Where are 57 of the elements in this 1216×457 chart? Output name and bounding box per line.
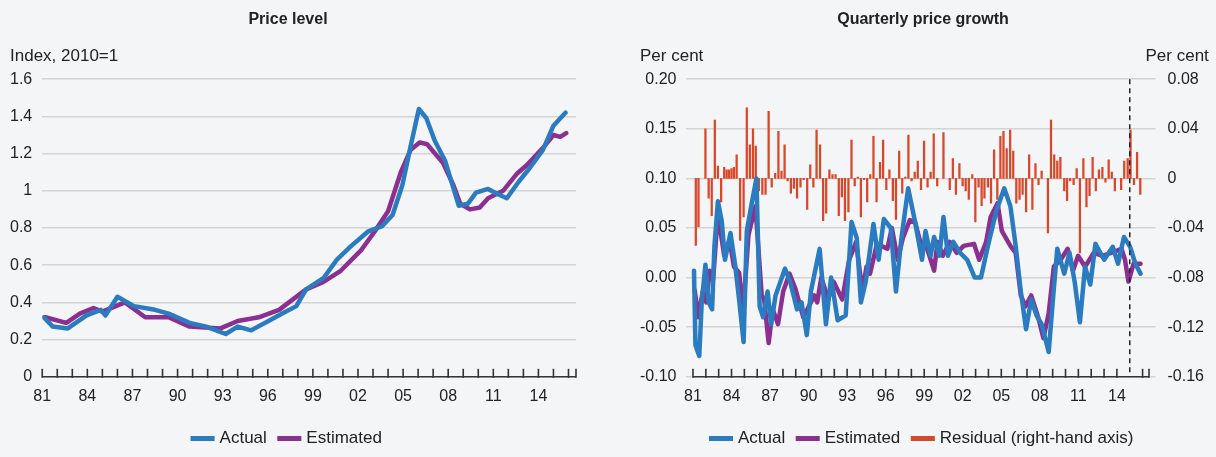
y-axis-title: Index, 2010=1 [10, 46, 119, 66]
legend-label: Estimated [824, 428, 901, 448]
y-tick-label: 1.2 [9, 144, 33, 162]
x-tick-label: 99 [303, 386, 322, 404]
x-tick-label: 11 [1070, 386, 1087, 404]
y-tick-label: 1 [23, 181, 33, 199]
y2-tick-label: -0.12 [1167, 317, 1205, 335]
chart-title: Quarterly price growth [837, 10, 1009, 28]
x-tick-label: 08 [439, 386, 458, 404]
y2-tick-label: 0.04 [1167, 119, 1199, 137]
x-tick-label: 14 [529, 386, 548, 404]
y2-tick-label: -0.08 [1167, 268, 1205, 286]
legend-label: Actual [219, 428, 267, 448]
x-tick-label: 90 [799, 386, 818, 404]
x-tick-label: 96 [258, 386, 277, 404]
y2-tick-label: 0 [1167, 168, 1177, 186]
y2-tick-label: 0.08 [1167, 69, 1199, 87]
y2-axis-title: Per cent [1145, 46, 1210, 66]
legend-label: Actual [737, 428, 786, 448]
x-tick-label: 96 [876, 386, 895, 404]
y-tick-label: -0.10 [640, 367, 677, 385]
x-tick-label: 93 [838, 386, 857, 404]
x-tick-label: 87 [123, 386, 142, 404]
y2-tick-label: -0.04 [1167, 218, 1205, 236]
x-tick-label: 93 [213, 386, 232, 404]
y-tick-label: 0.20 [645, 69, 677, 87]
y-tick-label: 0.05 [645, 218, 677, 236]
y2-tick-label: -0.16 [1167, 367, 1205, 385]
y-tick-label: 0.8 [9, 218, 33, 236]
x-tick-label: 84 [722, 386, 741, 404]
y-tick-label: 0 [23, 367, 33, 385]
x-tick-label: 99 [915, 386, 934, 404]
y-tick-label: 1.6 [9, 69, 33, 87]
x-tick-label: 81 [684, 386, 702, 404]
y-tick-label: 1.4 [9, 106, 33, 124]
y-tick-label: 0.10 [645, 168, 677, 186]
y-tick-label: 0.4 [9, 292, 33, 310]
x-tick-label: 14 [1108, 386, 1126, 404]
x-tick-label: 05 [992, 386, 1011, 404]
y-tick-label: 0.00 [645, 268, 677, 286]
x-tick-label: 08 [1030, 386, 1049, 404]
chart-title: Price level [248, 10, 328, 28]
x-tick-label: 84 [78, 386, 97, 404]
legend-label: Residual (right-hand axis) [939, 428, 1134, 448]
x-tick-label: 05 [394, 386, 413, 404]
y-tick-label: 0.6 [9, 255, 33, 273]
y-tick-label: -0.05 [640, 317, 677, 335]
x-tick-label: 81 [33, 386, 52, 404]
x-tick-label: 90 [168, 386, 187, 404]
x-tick-label: 11 [485, 386, 502, 404]
y-tick-label: 0.2 [9, 330, 33, 348]
x-tick-label: 02 [953, 386, 972, 404]
legend-label: Estimated [306, 428, 382, 448]
x-tick-label: 02 [349, 386, 367, 404]
y-axis-title: Per cent [640, 46, 704, 66]
y-tick-label: 0.15 [645, 119, 677, 137]
x-tick-label: 87 [761, 386, 780, 404]
